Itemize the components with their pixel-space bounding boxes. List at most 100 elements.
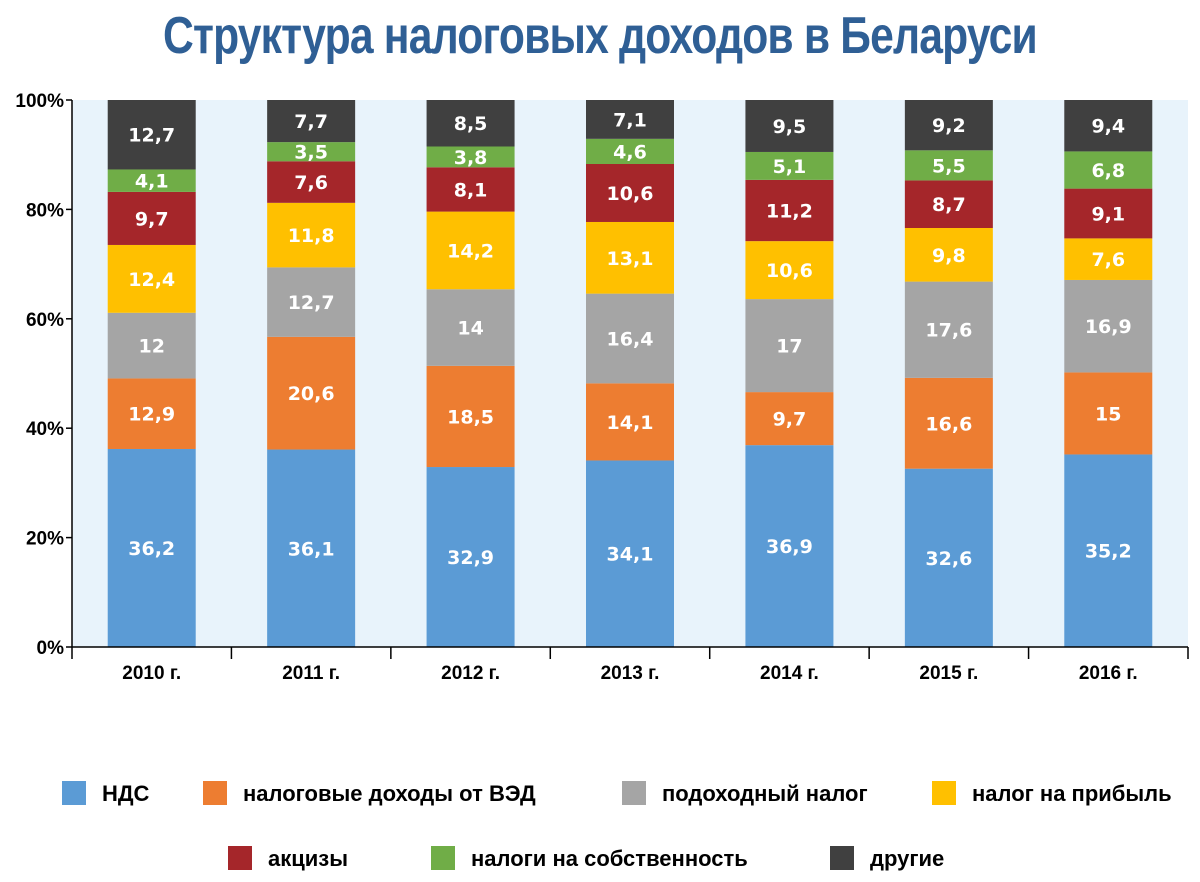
bar-segment: [904, 281, 993, 378]
data-label: 9,1: [1091, 204, 1125, 226]
legend-label: подоходный налог: [662, 781, 868, 806]
legend-swatch: [203, 781, 227, 805]
bar-segment: [745, 445, 834, 647]
legend-swatch: [932, 781, 956, 805]
bar-segment: [586, 138, 674, 164]
legend-label: налоговые доходы от ВЭД: [243, 781, 536, 806]
bar-segment: [107, 100, 196, 170]
bar-segment: [586, 221, 674, 294]
y-tick-label: 0%: [37, 638, 65, 659]
bar-segment: [745, 241, 834, 300]
legend-swatch: [622, 781, 646, 805]
bar-segment: [267, 449, 356, 647]
bar-segment: [1064, 454, 1153, 647]
data-label: 3,5: [294, 142, 328, 164]
bar-segment: [426, 100, 515, 147]
bar-segment: [745, 151, 834, 180]
y-axis: 0% 20% 40% 60% 80% 100%: [15, 91, 73, 659]
data-label: 36,9: [766, 536, 813, 558]
data-label: 14,1: [607, 412, 654, 434]
bar-segment: [1064, 188, 1153, 239]
data-label: 7,6: [294, 172, 328, 194]
data-label: 5,5: [932, 155, 966, 177]
bar-segment: [1064, 151, 1153, 189]
bar-segment: [745, 179, 834, 242]
bar-segment: [426, 146, 515, 168]
data-label: 8,7: [932, 194, 966, 216]
data-label: 9,7: [773, 409, 807, 431]
bar-segment: [267, 161, 356, 203]
bar-segment: [904, 468, 993, 647]
data-label: 9,8: [932, 245, 966, 267]
bar-segment: [1064, 279, 1153, 373]
bar-segment: [586, 460, 674, 647]
bar-segment: [1064, 372, 1153, 455]
data-label: 14,2: [447, 240, 494, 262]
bar-segment: [904, 227, 993, 282]
data-label: 9,2: [932, 115, 966, 137]
data-label: 35,2: [1085, 541, 1132, 563]
bar-segment: [426, 211, 515, 290]
bar-segment: [904, 180, 993, 228]
data-label: 13,1: [607, 248, 654, 270]
legend-label: налоги на собственность: [471, 846, 748, 871]
bar-segment: [267, 267, 356, 337]
data-label: 10,6: [766, 260, 813, 282]
bar-segment: [107, 169, 196, 192]
data-label: 7,6: [1091, 249, 1125, 271]
data-label: 11,8: [288, 225, 335, 247]
y-tick-label: 80%: [26, 200, 64, 221]
y-tick-label: 100%: [15, 91, 64, 112]
bar-segment: [586, 383, 674, 461]
data-label: 36,1: [288, 538, 335, 560]
data-label: 18,5: [447, 406, 494, 428]
bar-segment: [1064, 100, 1153, 152]
bar-segment: [586, 100, 674, 139]
data-label: 32,6: [925, 548, 972, 570]
y-tick-label: 20%: [26, 529, 64, 550]
legend: НДС налоговые доходы от ВЭД подоходный нал…: [62, 781, 1172, 871]
data-label: 8,5: [454, 113, 488, 135]
data-label: 16,6: [925, 413, 972, 435]
x-tick-label: 2014 г.: [760, 663, 819, 684]
data-label: 7,7: [294, 111, 328, 133]
data-label: 17: [776, 336, 802, 358]
bar-segment: [745, 392, 834, 446]
data-label: 20,6: [288, 383, 335, 405]
data-label: 32,9: [447, 547, 494, 569]
x-tick-label: 2011 г.: [282, 663, 340, 684]
data-label: 15: [1095, 403, 1121, 425]
bar-segment: [107, 244, 196, 313]
data-label: 12: [138, 336, 164, 358]
y-tick-label: 40%: [26, 419, 64, 440]
legend-label: акцизы: [268, 846, 348, 871]
x-axis: 2010 г. 2011 г. 2012 г. 2013 г. 2014 г. 2015 …: [71, 646, 1189, 684]
data-label: 36,2: [128, 538, 175, 560]
data-label: 3,8: [454, 147, 488, 169]
bars: 36,2 12,9 12 12,4 9,7 4,1 12,7 36,1 20,6 12,7 11,8…: [107, 100, 1153, 647]
bar-segment: [586, 163, 674, 222]
bar-segment: [904, 377, 993, 469]
data-label: 5,1: [773, 156, 807, 178]
bar-segment: [426, 467, 515, 647]
data-label: 16,9: [1085, 316, 1132, 338]
legend-swatch: [830, 846, 854, 870]
bar-segment: [107, 378, 196, 449]
bar-segment: [267, 142, 356, 162]
data-label: 34,1: [607, 544, 654, 566]
data-label: 14: [457, 318, 483, 340]
legend-label: налог на прибыль: [972, 781, 1172, 806]
legend-swatch: [62, 781, 86, 805]
x-tick-label: 2016 г.: [1079, 663, 1138, 684]
data-label: 4,6: [613, 141, 647, 163]
data-label: 17,6: [925, 320, 972, 342]
bar-segment: [107, 448, 196, 647]
bar-segment: [745, 299, 834, 393]
data-label: 10,6: [607, 183, 654, 205]
bar-segment: [267, 100, 356, 143]
legend-swatch: [431, 846, 455, 870]
bar-segment: [426, 365, 515, 468]
bar-segment: [745, 100, 834, 152]
data-label: 9,7: [135, 208, 169, 230]
